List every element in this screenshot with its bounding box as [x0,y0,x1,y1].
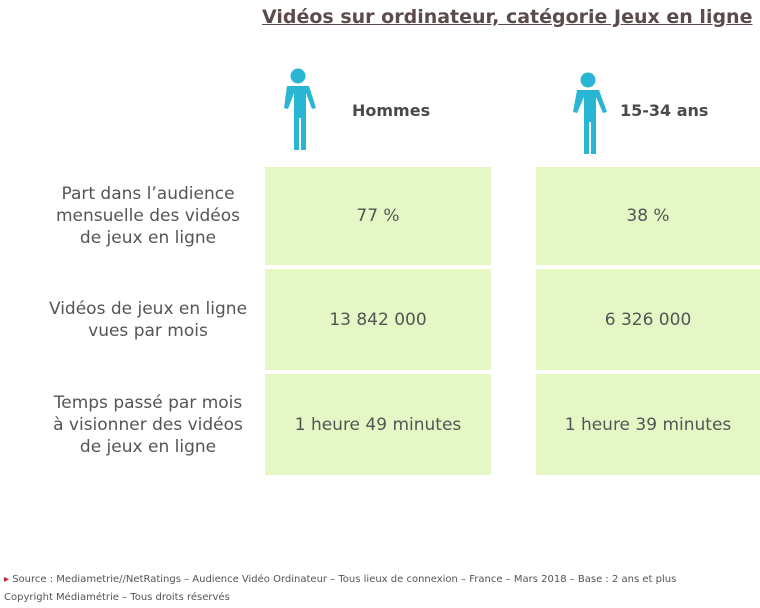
row-label-line: Temps passé par mois [53,392,243,413]
row-label-line: de jeux en ligne [79,436,217,457]
row-label: Vidéos de jeux en ligne vues par mois [20,269,276,370]
cell: 1 heure 39 minutes [536,374,760,475]
row-label-line: vues par mois [88,320,208,341]
column-header: Hommes [352,101,431,120]
row-label: Part dans l’audience mensuelle des vidéos… [20,167,276,265]
source: ▸ Source : Mediametrie//NetRatings – Aud… [4,574,677,585]
person-icon [284,68,316,150]
cell: 13 842 000 [265,269,491,370]
title: Vidéos sur ordinateur, catégorie Jeux en… [262,6,753,28]
column-header: 15-34 ans [620,101,709,120]
person-icon [573,72,607,154]
row-label: Temps passé par mois à visionner des vidé… [20,374,276,475]
cell: 38 % [536,167,760,265]
copyright: Copyright Médiamétrie – Tous droits rése… [4,592,230,603]
row-label-line: mensuelle des vidéos [56,206,240,226]
row-label-line: Vidéos de jeux en ligne [48,298,248,319]
source-text: Source : Mediametrie//NetRatings – Audie… [12,574,677,585]
cell: 77 % [265,167,491,265]
row-label-line: de jeux en ligne [79,228,217,248]
row-label-line: à visionner des vidéos [53,414,243,435]
cell: 1 heure 49 minutes [265,374,491,475]
cell: 6 326 000 [536,269,760,370]
row-label-line: Part dans l’audience [61,184,235,204]
